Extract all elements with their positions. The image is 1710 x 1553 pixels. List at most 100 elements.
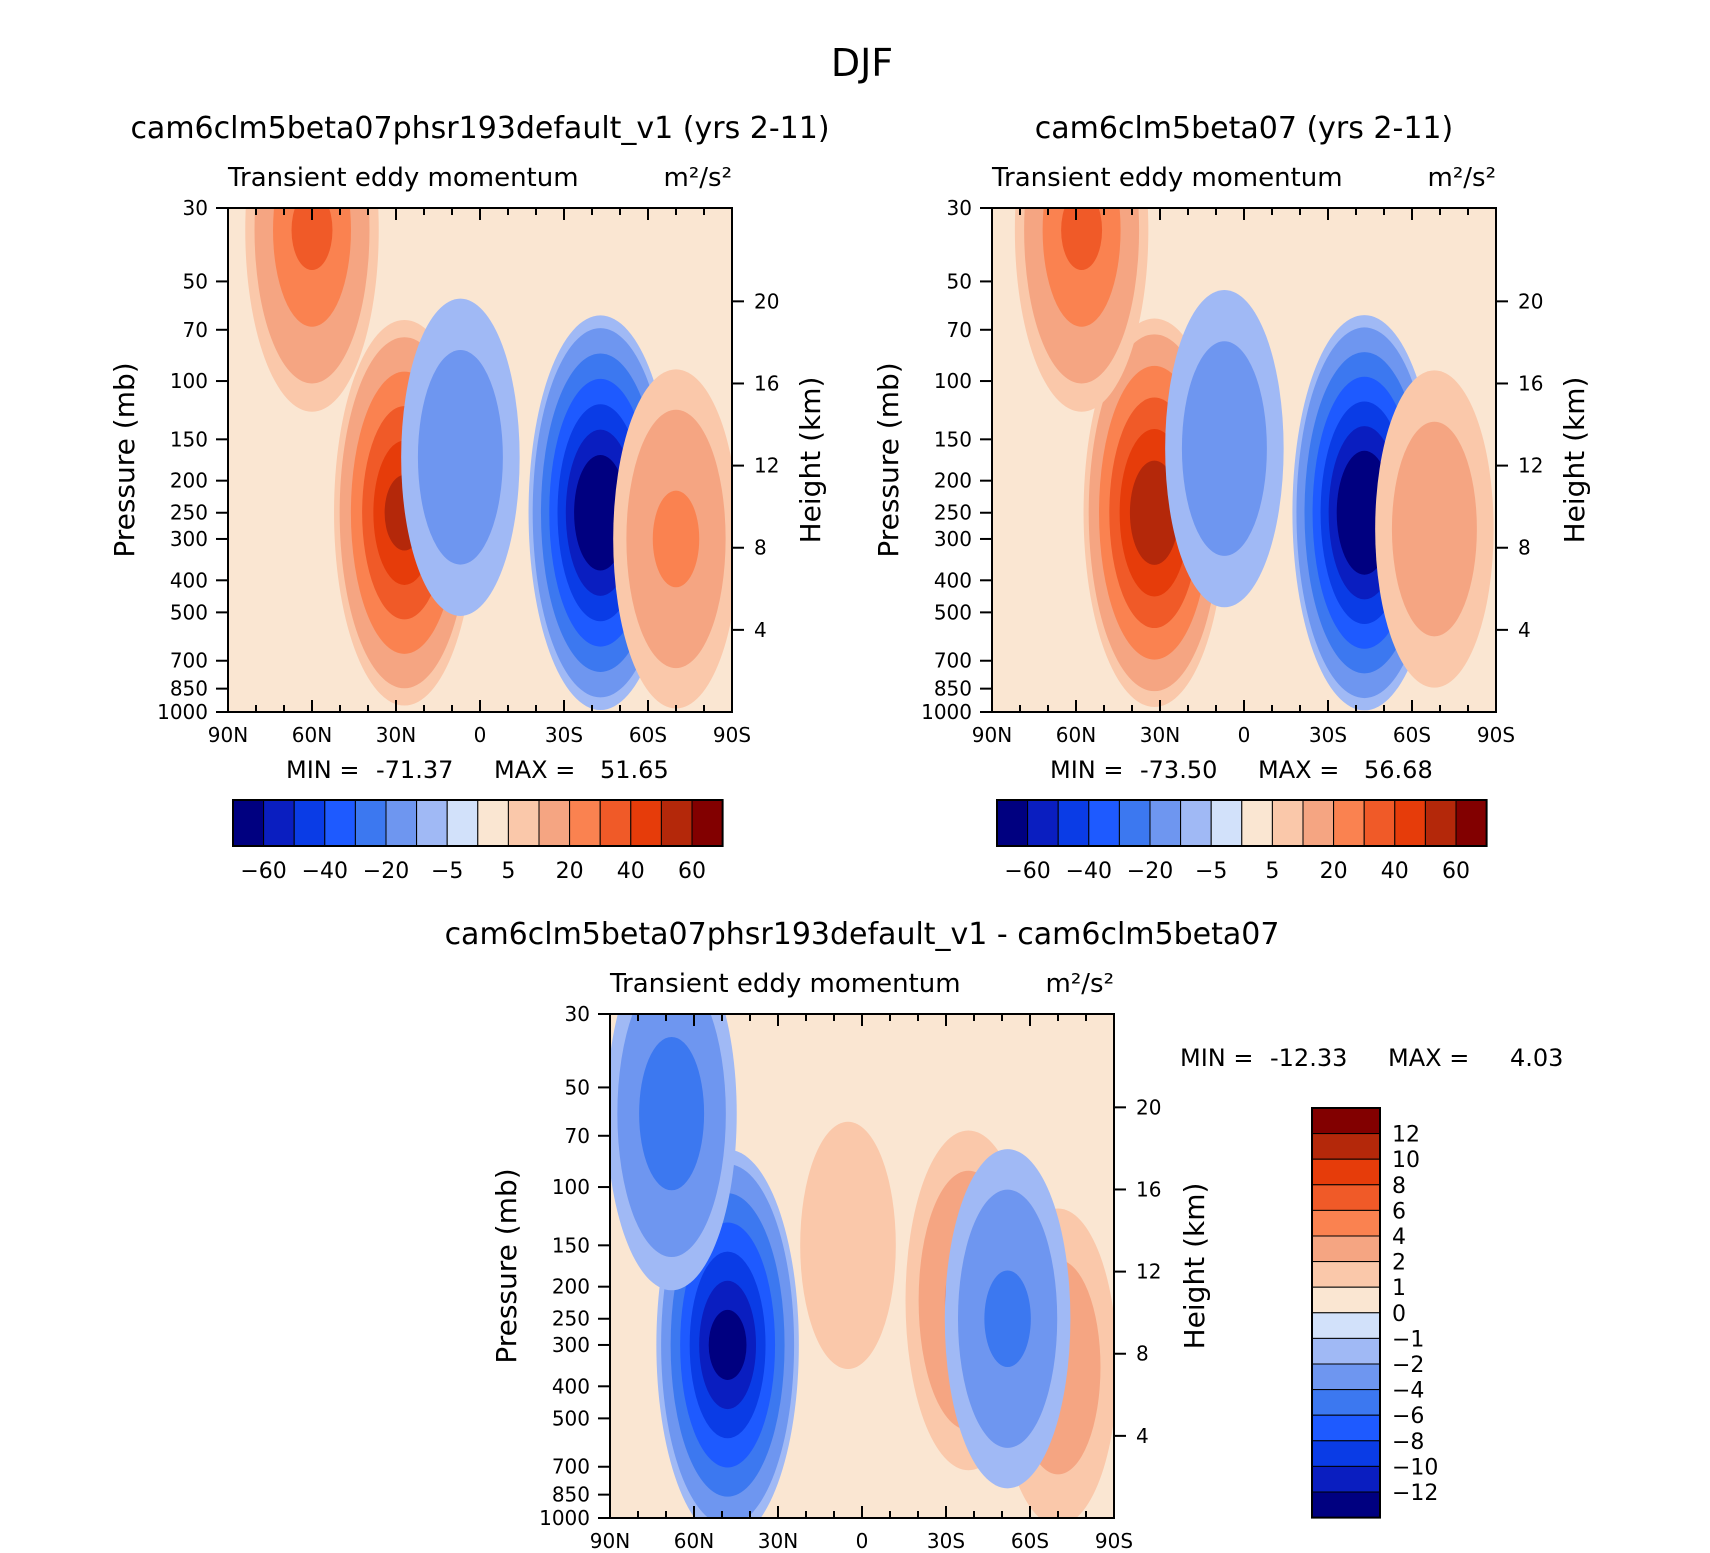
panel-diff-contour-band [708, 1309, 747, 1380]
panel-diff: cam6clm5beta07phsr193default_v1 - cam6cl… [445, 917, 1564, 1553]
panel-2-colorbar-label: −60 [1004, 859, 1050, 884]
panel-1-colorbar-box [324, 799, 356, 847]
panel-1-colorbar-label: −5 [431, 859, 463, 884]
panel-2-colorbar-box [1333, 799, 1365, 847]
panel-2-x-tick-label: 30N [1140, 723, 1180, 747]
panel-diff-colorbar-label: −10 [1392, 1455, 1438, 1480]
panel-2-y-tick-label: 850 [934, 677, 972, 701]
panel-2-y-tick-label: 300 [934, 527, 972, 551]
panel-1: cam6clm5beta07phsr193default_v1 (yrs 2-1… [108, 111, 830, 884]
panel-2-colorbar: −60 −40 −20 −5 5 20 40 60 [996, 799, 1488, 884]
panel-2-colorbar-label: 40 [1381, 859, 1409, 884]
panel-diff-colorbar-label: 0 [1392, 1302, 1406, 1327]
panel-1-y-tick-label: 850 [170, 677, 208, 701]
panel-diff-height-tick-label: 20 [1136, 1095, 1161, 1119]
panel-1-colorbar-label: 5 [501, 859, 515, 884]
panel-2-x-tick-label: 60S [1393, 723, 1431, 747]
panel-2-colorbar-box [996, 799, 1029, 847]
panel-diff-contour-fill [610, 1014, 1114, 1518]
panel-2-contour-band [1061, 208, 1103, 270]
panel-2-contour-band [1391, 421, 1477, 637]
panel-diff-colorbar-box [1311, 1440, 1381, 1467]
panel-diff-colorbar-label: 10 [1392, 1148, 1420, 1173]
panel-diff-contour-band [800, 1121, 896, 1369]
panel-1-colorbar-box [630, 799, 662, 847]
panel-1-max-value: 51.65 [600, 756, 669, 784]
panel-1-colorbar-box [232, 799, 265, 847]
panel-2-colorbar-frame [996, 799, 1488, 847]
panel-diff-y-tick-label: 30 [565, 1002, 590, 1026]
panel-diff-y-tick-label: 150 [552, 1233, 590, 1257]
panel-2-y-tick-label: 150 [934, 427, 972, 451]
panel-diff-x-tick-label: 90N [590, 1529, 630, 1553]
panel-2-y-tick-label: 500 [934, 600, 972, 624]
panel-diff-colorbar-label: −6 [1392, 1404, 1424, 1429]
panel-1-y-tick-label: 300 [170, 527, 208, 551]
panel-1-colorbar-label: 20 [556, 859, 584, 884]
panel-1-y-tick-label: 100 [170, 369, 208, 393]
panel-2-height-tick-label: 16 [1518, 371, 1543, 395]
panel-2-colorbar-box [1088, 799, 1120, 847]
panel-2-max-value: 56.68 [1364, 756, 1433, 784]
panel-1-y-tick-label: 150 [170, 427, 208, 451]
panel-2-y-tick-label: 1000 [921, 700, 972, 724]
panel-2-y-tick-label: 50 [947, 269, 972, 293]
panel-diff-title: cam6clm5beta07phsr193default_v1 - cam6cl… [445, 917, 1280, 952]
panel-2-colorbar-box [1027, 799, 1059, 847]
panel-2-x-tick-label: 60N [1056, 723, 1096, 747]
panel-diff-colorbar-label: 8 [1392, 1174, 1406, 1199]
panel-diff-colorbar-box [1311, 1158, 1381, 1186]
panel-1-colorbar-box [507, 799, 540, 847]
panel-2-height-tick-label: 20 [1518, 289, 1543, 313]
panel-1-colorbar-box [660, 799, 693, 847]
panel-diff-colorbar-box [1311, 1337, 1381, 1365]
panel-2-min-label: MIN = [1050, 756, 1123, 784]
panel-2-ylabel-right: Height (km) [1558, 377, 1591, 544]
panel-diff-colorbar-label: −8 [1392, 1430, 1424, 1455]
panel-1-x-tick-label: 0 [474, 723, 487, 747]
panel-diff-height-tick-label: 4 [1136, 1424, 1149, 1448]
panel-1-ylabel-right: Height (km) [794, 377, 827, 544]
panel-diff-x-tick-label: 30N [758, 1529, 798, 1553]
panel-1-colorbar-box [446, 799, 479, 847]
figure-title: DJF [831, 41, 893, 85]
panel-2-x-tick-label: 90N [972, 723, 1012, 747]
panel-2-y-tick-label: 70 [947, 318, 972, 342]
panel-2-colorbar-box [1394, 799, 1426, 847]
panel-1-y-tick-label: 1000 [157, 700, 208, 724]
panel-diff-x-tick-label: 0 [856, 1529, 869, 1553]
panel-diff-x-tick-label: 90S [1095, 1529, 1133, 1553]
panel-diff-colorbar-box [1311, 1133, 1381, 1160]
panel-2-colorbar-label: 20 [1320, 859, 1348, 884]
panel-1-colorbar-box [599, 799, 632, 847]
panel-1-colorbar: −60 −40 −20 −5 5 20 40 60 [232, 799, 724, 884]
panel-diff-colorbar-label: −2 [1392, 1353, 1424, 1378]
panel-1-height-tick-label: 20 [754, 289, 779, 313]
panel-diff-colorbar-label: 1 [1392, 1276, 1406, 1301]
panel-1-colorbar-box [569, 799, 601, 847]
panel-diff-x-tick-label: 30S [927, 1529, 965, 1553]
panel-diff-colorbar-box [1311, 1389, 1381, 1416]
panel-1-height-tick-label: 16 [754, 371, 779, 395]
panel-1-units: m²/s² [664, 163, 732, 193]
panel-diff-colorbar-box [1311, 1107, 1381, 1135]
panel-2-variable: Transient eddy momentum [991, 163, 1343, 193]
panel-2-colorbar-box [1302, 799, 1335, 847]
panel-1-contour-fill [228, 208, 732, 712]
panel-2-title: cam6clm5beta07 (yrs 2-11) [1035, 111, 1453, 146]
panel-1-colorbar-box [477, 799, 509, 847]
panel-diff-colorbar-label: 4 [1392, 1225, 1406, 1250]
panel-1-contour-band [291, 208, 333, 270]
panel-1-contour-band [417, 350, 503, 565]
panel-2-colorbar-box [1424, 799, 1457, 847]
panel-1-colorbar-frame [232, 799, 724, 847]
panel-diff-colorbar-label: 6 [1392, 1199, 1406, 1224]
panel-diff-y-tick-label: 50 [565, 1075, 590, 1099]
panel-diff-y-tick-label: 500 [552, 1406, 590, 1430]
panel-diff-height-tick-label: 8 [1136, 1342, 1149, 1366]
panel-diff-colorbar-box [1311, 1261, 1381, 1288]
panel-diff-colorbar-label: −12 [1392, 1481, 1438, 1506]
panel-diff-colorbar-label: 2 [1392, 1251, 1406, 1276]
